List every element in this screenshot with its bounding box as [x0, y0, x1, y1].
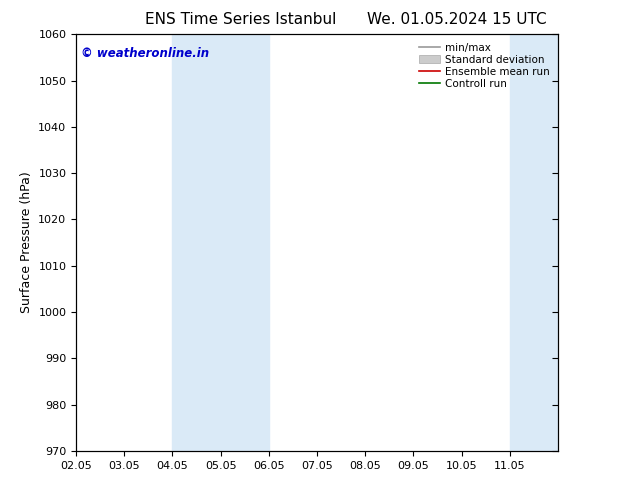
Text: ENS Time Series Istanbul: ENS Time Series Istanbul [145, 12, 337, 27]
Y-axis label: Surface Pressure (hPa): Surface Pressure (hPa) [20, 172, 33, 314]
Text: © weatheronline.in: © weatheronline.in [81, 47, 209, 60]
Bar [510, 34, 534, 451]
Bar [534, 34, 558, 451]
Legend: min/max, Standard deviation, Ensemble mean run, Controll run: min/max, Standard deviation, Ensemble me… [416, 40, 553, 92]
Bar [172, 34, 221, 451]
Bar [221, 34, 269, 451]
Text: We. 01.05.2024 15 UTC: We. 01.05.2024 15 UTC [366, 12, 547, 27]
